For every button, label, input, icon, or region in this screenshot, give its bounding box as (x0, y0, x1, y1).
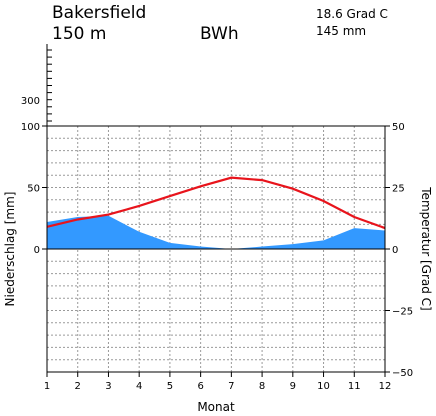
right-tick-label: −25 (392, 307, 413, 318)
left-tick-label: 50 (27, 184, 40, 195)
climate-class: BWh (200, 24, 239, 44)
grid (47, 126, 385, 372)
left-tick-label: 100 (21, 122, 40, 133)
right-axis-title: Temperatur [Grad C] (419, 186, 433, 310)
x-tick-label: 6 (197, 381, 203, 392)
left-tick-label: 0 (34, 245, 40, 256)
right-tick-label: 0 (392, 245, 398, 256)
temperature-line (46, 176, 386, 230)
x-tick-label: 2 (75, 381, 81, 392)
left-axis-ticks: 0 50 100 (21, 122, 47, 256)
right-axis-ticks: −50 −25 0 25 50 (385, 122, 413, 379)
x-tick-label: 3 (105, 381, 111, 392)
right-tick-label: 50 (392, 122, 405, 133)
x-axis-title: Monat (197, 400, 235, 414)
annual-precipitation: 145 mm (316, 24, 366, 38)
x-axis-ticks: 1 2 3 4 5 6 7 8 9 10 11 12 (44, 372, 392, 392)
upper-precip-axis: 300 (21, 44, 52, 126)
right-tick-label: −50 (392, 368, 413, 379)
station-name: Bakersfield (52, 3, 146, 23)
station-elevation: 150 m (52, 24, 106, 44)
x-tick-label: 4 (136, 381, 142, 392)
x-tick-label: 1 (44, 381, 50, 392)
x-tick-label: 10 (317, 381, 330, 392)
left-axis-title: Niederschlag [mm] (3, 192, 17, 307)
upper-tick-label-300: 300 (21, 96, 40, 107)
x-tick-label: 11 (348, 381, 361, 392)
x-tick-label: 5 (167, 381, 173, 392)
x-tick-label: 7 (228, 381, 234, 392)
x-tick-label: 12 (379, 381, 392, 392)
mean-temperature: 18.6 Grad C (316, 7, 388, 21)
x-tick-label: 9 (290, 381, 296, 392)
x-tick-label: 8 (259, 381, 265, 392)
precipitation-area (47, 215, 385, 249)
right-tick-label: 25 (392, 184, 405, 195)
